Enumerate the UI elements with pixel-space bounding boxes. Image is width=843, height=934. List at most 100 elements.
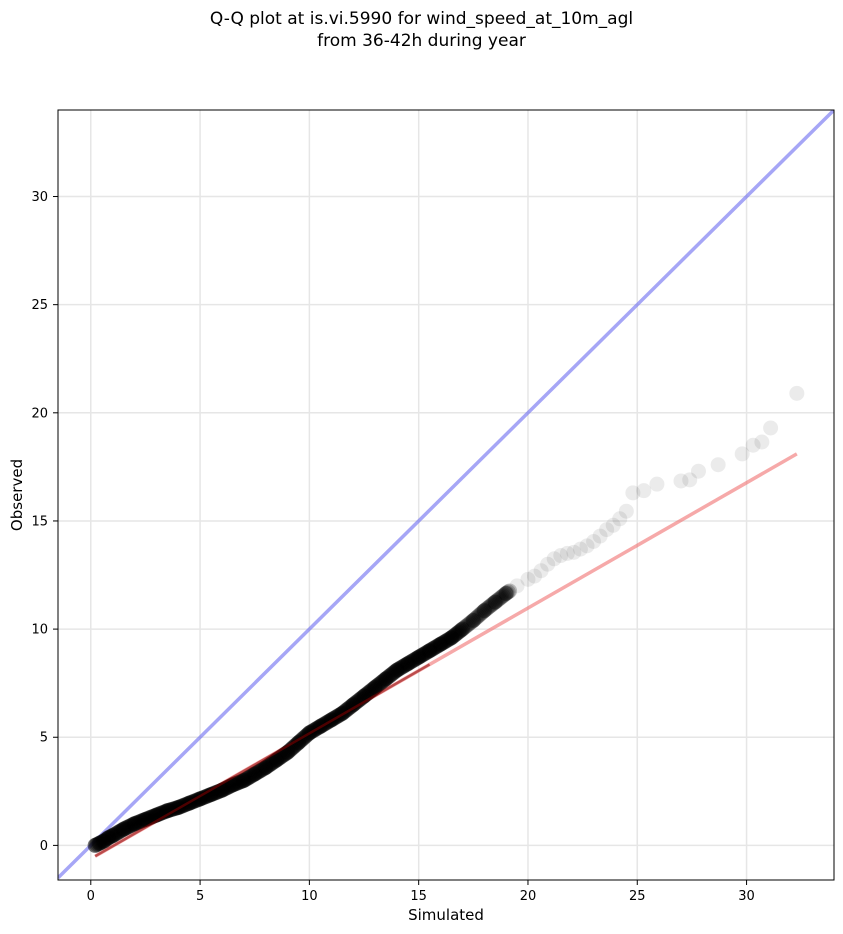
qq-point bbox=[449, 625, 465, 641]
qq-point bbox=[465, 613, 481, 629]
qq-point bbox=[136, 812, 152, 828]
qq-point bbox=[435, 635, 451, 651]
y-axis-label: Observed bbox=[8, 459, 26, 531]
y-axis: 0 5 10 15 20 25 30 bbox=[31, 190, 58, 854]
qq-point bbox=[200, 788, 216, 804]
qq-point bbox=[471, 607, 487, 623]
qq-point bbox=[403, 654, 419, 670]
y-tick-label: 0 bbox=[40, 839, 48, 854]
qq-point bbox=[129, 815, 145, 831]
qq-point bbox=[87, 837, 103, 853]
qq-point bbox=[121, 818, 137, 834]
qq-point bbox=[462, 615, 478, 631]
qq-point bbox=[127, 816, 143, 832]
qq-point bbox=[439, 633, 455, 649]
qq-point bbox=[92, 835, 108, 851]
qq-point bbox=[436, 634, 452, 650]
qq-point bbox=[492, 590, 508, 606]
qq-point bbox=[199, 788, 215, 804]
qq-point bbox=[380, 669, 396, 685]
qq-point bbox=[377, 672, 393, 688]
qq-point bbox=[364, 682, 380, 698]
qq-point bbox=[710, 457, 726, 473]
qq-point bbox=[566, 544, 582, 560]
qq-point bbox=[490, 592, 506, 608]
qq-point bbox=[237, 772, 253, 788]
qq-point bbox=[112, 823, 128, 839]
qq-point bbox=[405, 653, 421, 669]
qq-point bbox=[95, 834, 111, 849]
qq-point bbox=[158, 803, 174, 819]
qq-point bbox=[460, 617, 476, 633]
qq-point bbox=[224, 777, 240, 793]
qq-point bbox=[264, 755, 280, 771]
qq-point bbox=[390, 661, 406, 677]
qq-point bbox=[229, 775, 245, 791]
qq-point bbox=[458, 618, 474, 634]
qq-point bbox=[345, 697, 361, 713]
qq-point bbox=[477, 602, 493, 618]
qq-point bbox=[107, 826, 123, 842]
qq-point bbox=[427, 640, 443, 656]
qq-point bbox=[104, 828, 120, 844]
qq-point bbox=[124, 817, 140, 833]
qq-point bbox=[239, 770, 255, 786]
qq-point bbox=[250, 764, 266, 780]
qq-point bbox=[243, 768, 259, 784]
qq-point bbox=[500, 584, 516, 600]
qq-point bbox=[247, 766, 263, 782]
qq-point bbox=[468, 611, 484, 627]
qq-point bbox=[92, 835, 108, 851]
qq-point bbox=[483, 597, 499, 613]
qq-point bbox=[454, 621, 470, 637]
qq-point bbox=[386, 664, 402, 680]
qq-point bbox=[236, 773, 252, 789]
qq-point bbox=[393, 660, 409, 676]
qq-point bbox=[238, 771, 254, 787]
qq-point bbox=[100, 830, 116, 846]
qq-point bbox=[100, 830, 116, 846]
identity-line bbox=[58, 110, 834, 880]
qq-point bbox=[132, 814, 148, 830]
qq-point bbox=[457, 619, 473, 635]
qq-point bbox=[367, 680, 383, 695]
x-tick-label: 15 bbox=[410, 889, 427, 904]
qq-point bbox=[488, 593, 504, 609]
qq-point bbox=[491, 591, 507, 607]
qq-point bbox=[395, 658, 411, 674]
qq-point bbox=[399, 656, 415, 672]
qq-point bbox=[453, 622, 469, 638]
qq-point bbox=[246, 767, 262, 783]
qq-point bbox=[258, 760, 274, 776]
qq-point bbox=[109, 825, 125, 841]
qq-point bbox=[433, 636, 449, 652]
qq-point bbox=[226, 776, 242, 792]
qq-point bbox=[367, 680, 383, 696]
qq-point bbox=[258, 760, 274, 776]
qq-point bbox=[287, 738, 303, 754]
qq-point bbox=[159, 803, 175, 819]
y-tick-label: 15 bbox=[31, 514, 48, 529]
qq-point bbox=[473, 606, 489, 622]
x-tick-label: 30 bbox=[738, 889, 755, 904]
qq-point bbox=[586, 534, 602, 550]
qq-point bbox=[102, 829, 118, 845]
qq-point bbox=[487, 594, 503, 610]
qq-point bbox=[108, 826, 124, 842]
qq-point bbox=[344, 697, 360, 713]
y-tick-label: 5 bbox=[40, 731, 48, 746]
qq-point bbox=[745, 437, 761, 453]
qq-point bbox=[378, 671, 394, 687]
qq-point bbox=[495, 588, 511, 604]
y-tick-label: 10 bbox=[31, 623, 48, 638]
qq-point bbox=[384, 666, 400, 682]
qq-point bbox=[372, 676, 388, 692]
qq-point bbox=[553, 548, 569, 564]
qq-point bbox=[443, 630, 459, 646]
qq-point bbox=[94, 834, 110, 850]
grid-lines bbox=[58, 110, 834, 880]
qq-point bbox=[559, 545, 575, 561]
qq-point bbox=[428, 639, 444, 655]
qq-point bbox=[137, 812, 153, 828]
qq-point bbox=[117, 820, 133, 836]
